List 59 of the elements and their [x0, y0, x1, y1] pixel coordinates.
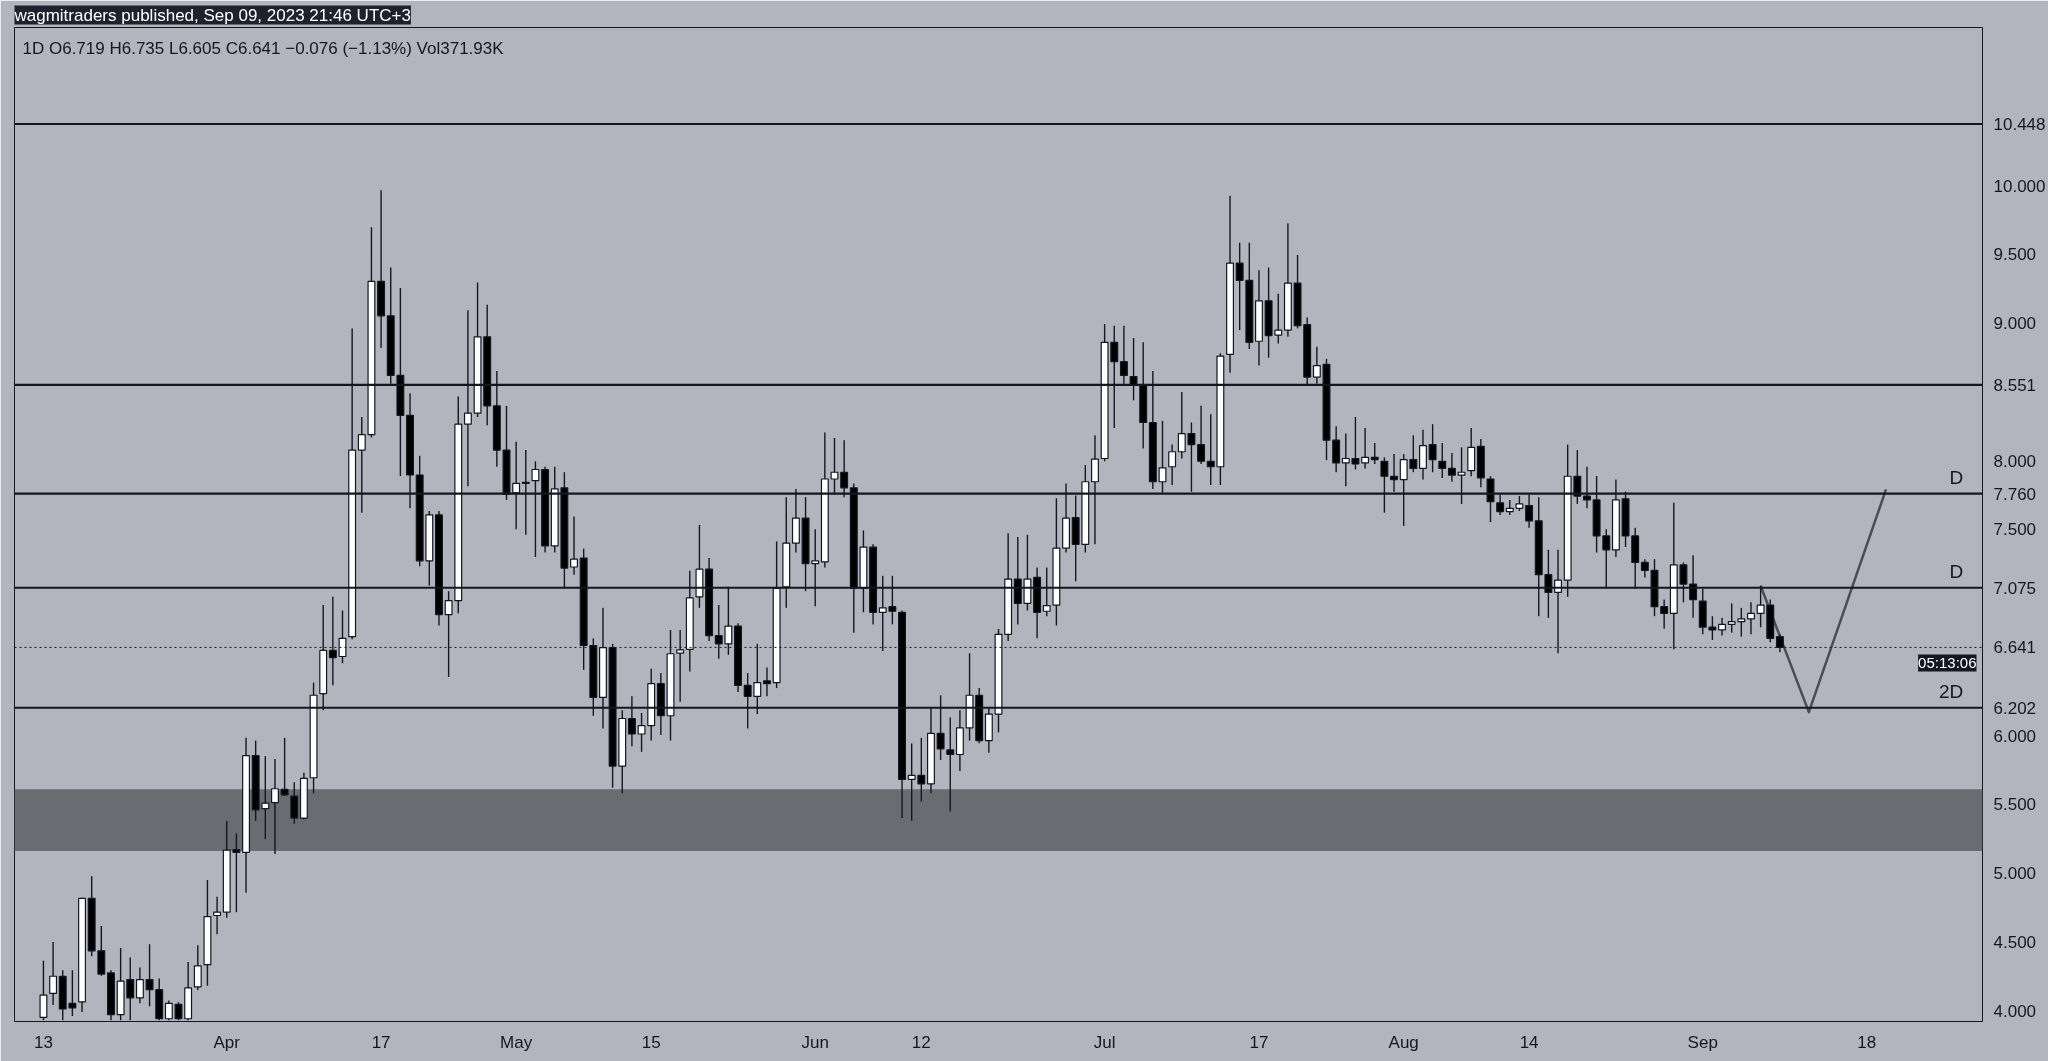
candlestick — [290, 781, 299, 825]
candlestick — [762, 666, 771, 698]
candlestick — [1746, 601, 1755, 636]
y-tick-label: 6.000 — [1993, 726, 2037, 746]
ref-line-label: 7.760 — [1993, 484, 2037, 504]
x-tick-label: May — [500, 1032, 533, 1052]
candlestick — [946, 716, 955, 813]
x-tick-label: Sep — [1687, 1032, 1718, 1052]
chart-subtitle: wagmitraders published, Sep 09, 2023 21:46 UTC+3 — [13, 5, 411, 25]
candlestick — [1418, 428, 1427, 481]
candlestick — [1438, 442, 1447, 479]
y-tick-label: 9.000 — [1993, 314, 2037, 334]
annotation: D — [1949, 466, 1964, 488]
candlestick — [1361, 427, 1370, 470]
y-tick-label: 8.000 — [1993, 451, 2037, 471]
candlestick — [1428, 423, 1437, 473]
x-tick-label: 15 — [641, 1032, 661, 1052]
candlestick — [135, 966, 144, 1005]
y-tick-label: 9.500 — [1993, 245, 2037, 265]
candlestick — [1332, 425, 1341, 473]
x-tick-label: 17 — [1249, 1032, 1269, 1052]
candlestick — [637, 712, 646, 753]
candlestick — [97, 925, 106, 977]
y-tick-label: 5.500 — [1993, 795, 2037, 815]
y-tick-label: 4.000 — [1993, 1001, 2037, 1021]
candlestick — [270, 758, 279, 855]
ref-line-label: 10.448 — [1993, 115, 2046, 135]
candlestick — [1708, 615, 1717, 641]
candlestick — [213, 895, 222, 935]
x-tick-label: 14 — [1519, 1032, 1539, 1052]
candlestick — [49, 941, 58, 1006]
x-tick-label: 12 — [911, 1032, 931, 1052]
x-tick-label: 13 — [33, 1032, 53, 1052]
ref-line-label: 6.641 — [1993, 638, 2037, 658]
x-tick-label: Jun — [801, 1032, 829, 1052]
annotation: 2D — [1938, 680, 1964, 702]
candlestick — [1168, 443, 1177, 486]
candlestick — [193, 944, 202, 991]
x-tick-label: 18 — [1857, 1032, 1877, 1052]
y-tick-label: 4.500 — [1993, 932, 2037, 952]
ref-line-label: 7.075 — [1993, 578, 2037, 598]
y-tick-label: 5.000 — [1993, 864, 2037, 884]
candlestick — [1467, 427, 1476, 477]
x-tick-label: 17 — [371, 1032, 391, 1052]
x-tick-label: Apr — [213, 1032, 241, 1052]
annotation: 05:13:06 — [1918, 654, 1977, 672]
y-tick-label: 10.000 — [1993, 176, 2046, 196]
y-tick-label: 7.500 — [1993, 520, 2037, 540]
ref-line-label: 6.202 — [1993, 698, 2037, 718]
x-tick-label: Aug — [1388, 1032, 1419, 1052]
x-tick-label: Jul — [1093, 1032, 1116, 1052]
candlestick — [570, 515, 579, 576]
text: 1D O6.719 H6.735 L6.605 C6.641 −0.076 (−1.13%) Vol371.93K — [22, 38, 505, 58]
ref-line-label: 8.551 — [1993, 375, 2037, 395]
candlestick — [280, 737, 289, 797]
candlestick — [1447, 452, 1456, 483]
candlestick — [1370, 442, 1379, 465]
candlestick — [1197, 405, 1206, 465]
annotation: D — [1949, 560, 1964, 582]
